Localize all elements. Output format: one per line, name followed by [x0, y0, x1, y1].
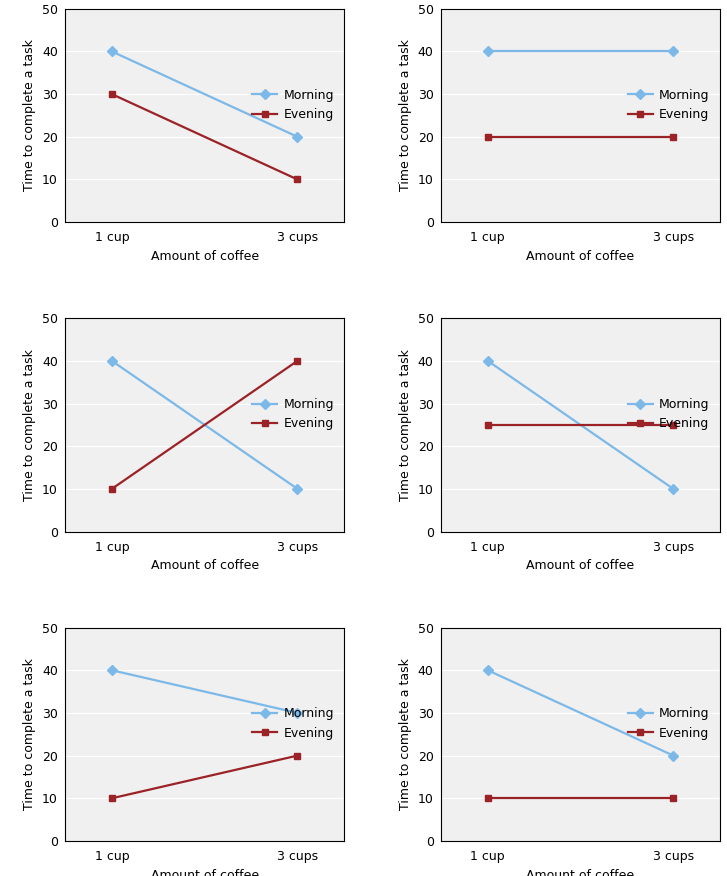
Morning [669, 484, 678, 494]
Evening [108, 88, 116, 99]
X-axis label: Amount of coffee: Amount of coffee [150, 868, 259, 876]
X-axis label: Amount of coffee: Amount of coffee [150, 250, 259, 263]
Legend: Morning, Evening: Morning, Evening [249, 703, 337, 744]
Evening [293, 174, 302, 185]
Evening [293, 751, 302, 761]
Evening [483, 131, 492, 142]
Morning [293, 708, 302, 718]
Line: Evening: Evening [108, 752, 301, 802]
Morning [293, 131, 302, 142]
Y-axis label: Time to complete a task: Time to complete a task [399, 659, 412, 810]
X-axis label: Amount of coffee: Amount of coffee [526, 559, 635, 572]
Evening [669, 131, 678, 142]
Y-axis label: Time to complete a task: Time to complete a task [23, 349, 36, 501]
X-axis label: Amount of coffee: Amount of coffee [150, 559, 259, 572]
X-axis label: Amount of coffee: Amount of coffee [526, 250, 635, 263]
Morning [483, 46, 492, 57]
Legend: Morning, Evening: Morning, Evening [249, 85, 337, 124]
Line: Evening: Evening [108, 90, 301, 183]
Morning [108, 356, 116, 366]
Line: Morning: Morning [108, 48, 301, 140]
Evening [483, 793, 492, 803]
Line: Morning: Morning [108, 357, 301, 492]
Line: Morning: Morning [484, 48, 677, 55]
Evening [669, 793, 678, 803]
Morning [669, 46, 678, 57]
Line: Morning: Morning [484, 357, 677, 492]
Evening [108, 484, 116, 494]
Legend: Morning, Evening: Morning, Evening [624, 394, 713, 434]
Evening [108, 793, 116, 803]
Y-axis label: Time to complete a task: Time to complete a task [399, 349, 412, 501]
Line: Evening: Evening [484, 795, 677, 802]
Morning [108, 665, 116, 675]
Line: Evening: Evening [484, 133, 677, 140]
Morning [483, 356, 492, 366]
Line: Morning: Morning [484, 667, 677, 759]
Morning [483, 665, 492, 675]
Evening [293, 356, 302, 366]
Line: Evening: Evening [108, 357, 301, 492]
Morning [293, 484, 302, 494]
Morning [669, 751, 678, 761]
Y-axis label: Time to complete a task: Time to complete a task [23, 39, 36, 191]
Line: Evening: Evening [484, 421, 677, 428]
Legend: Morning, Evening: Morning, Evening [624, 703, 713, 744]
Y-axis label: Time to complete a task: Time to complete a task [23, 659, 36, 810]
Y-axis label: Time to complete a task: Time to complete a task [399, 39, 412, 191]
Evening [483, 420, 492, 430]
Evening [669, 420, 678, 430]
X-axis label: Amount of coffee: Amount of coffee [526, 868, 635, 876]
Legend: Morning, Evening: Morning, Evening [624, 85, 713, 124]
Line: Morning: Morning [108, 667, 301, 717]
Morning [108, 46, 116, 57]
Legend: Morning, Evening: Morning, Evening [249, 394, 337, 434]
